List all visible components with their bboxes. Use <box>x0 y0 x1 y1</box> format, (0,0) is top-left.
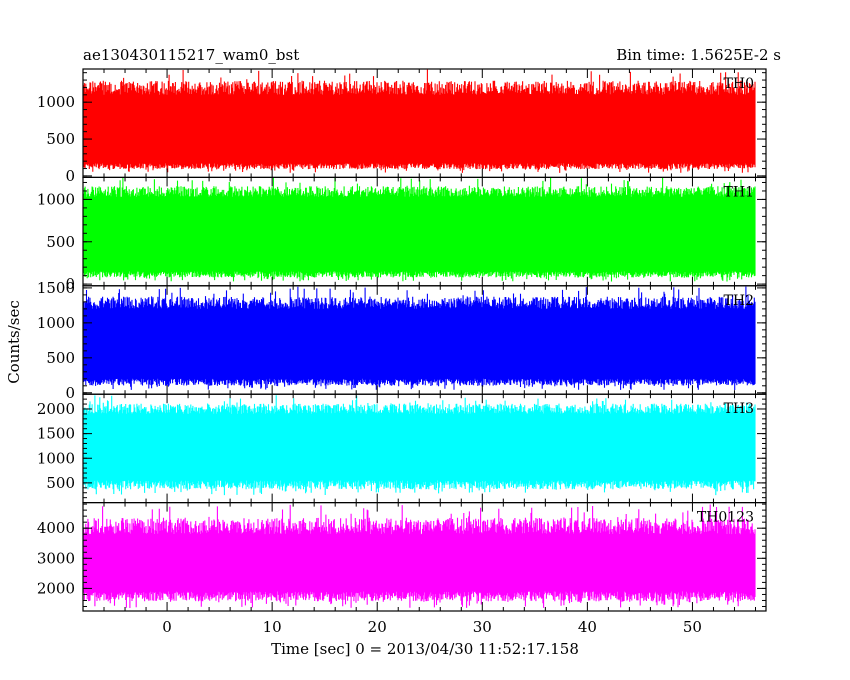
series-core-th1 <box>86 206 753 263</box>
x-axis: 0 10 20 30 40 50 <box>162 618 702 636</box>
panel-label-th2: TH2 <box>724 293 754 309</box>
panel-th0123: 2000 3000 4000 TH0123 <box>37 502 767 612</box>
y-tick-label: 500 <box>46 349 75 367</box>
x-tick-label: 30 <box>473 618 492 636</box>
panel-label-th0123: TH0123 <box>697 510 754 526</box>
y-tick-label: 0 <box>65 167 75 185</box>
y-tick-label: 500 <box>46 233 75 251</box>
y-tick-label: 3000 <box>37 549 75 567</box>
y-tick-label: 1500 <box>37 425 75 443</box>
y-tick-label: 1000 <box>37 314 75 332</box>
x-tick-label: 20 <box>368 618 387 636</box>
y-tick-label: 1500 <box>37 279 75 297</box>
y-tick-label: 500 <box>46 474 75 492</box>
x-tick-label: 50 <box>683 618 702 636</box>
y-tick-label: 2000 <box>37 400 75 418</box>
y-tick-label: 500 <box>46 130 75 148</box>
series-core-th3 <box>86 422 753 473</box>
y-tick-label: 4000 <box>37 519 75 537</box>
panel-label-th0: TH0 <box>724 76 754 92</box>
x-tick-label: 0 <box>162 618 172 636</box>
y-tick-label: 1000 <box>37 190 75 208</box>
panels-group: 0 500 1000 TH0 0 500 1000 TH1 0 500 1000 1500 TH2 500… <box>37 68 767 612</box>
panel-th2: 0 500 1000 1500 TH2 <box>37 279 767 402</box>
panel-th3: 500 1000 1500 2000 TH3 <box>37 393 767 504</box>
chart-subtitle: Bin time: 1.5625E-2 s <box>616 46 781 64</box>
panel-label-th3: TH3 <box>724 401 754 417</box>
panel-label-th1: TH1 <box>724 184 754 200</box>
panel-th1: 0 500 1000 TH1 <box>37 176 767 293</box>
y-tick-label: 2000 <box>37 579 75 597</box>
x-axis-title: Time [sec] 0 = 2013/04/30 11:52:17.158 <box>271 640 579 658</box>
panel-frame <box>82 502 767 612</box>
y-tick-label: 0 <box>65 275 75 293</box>
series-core-th0 <box>86 103 753 155</box>
y-tick-label: 1000 <box>37 93 75 111</box>
y-axis-title: Counts/sec <box>5 300 23 384</box>
x-tick-label: 40 <box>578 618 597 636</box>
series-core-th2 <box>86 317 753 371</box>
series-core-th0123 <box>86 541 753 585</box>
x-tick-label: 10 <box>263 618 282 636</box>
y-tick-label: 1000 <box>37 449 75 467</box>
panel-th0: 0 500 1000 TH0 <box>37 68 767 185</box>
y-tick-label: 0 <box>65 384 75 402</box>
chart-title: ae130430115217_wam0_bst <box>83 46 299 64</box>
